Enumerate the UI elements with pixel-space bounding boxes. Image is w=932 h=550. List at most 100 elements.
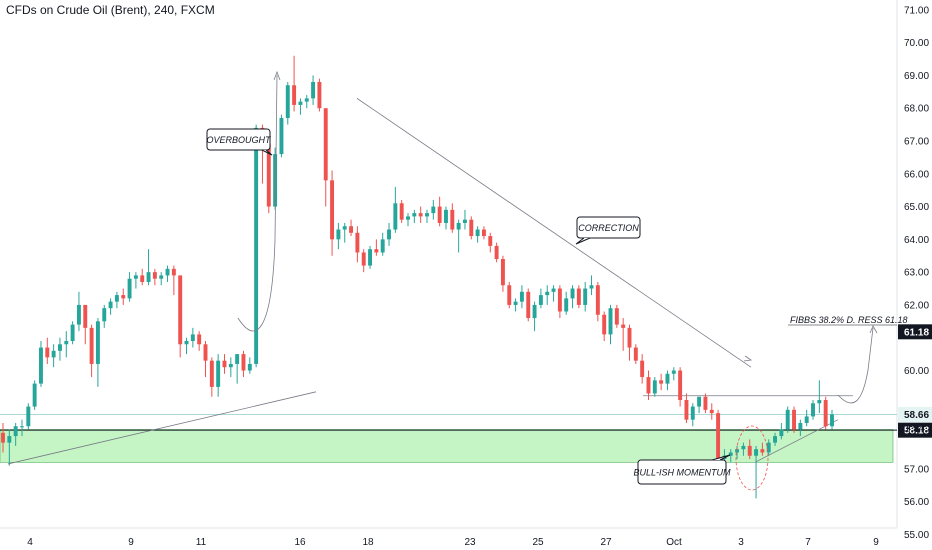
target-arrow [837, 327, 874, 404]
candle-body [564, 298, 569, 312]
candle-body [817, 400, 822, 404]
candle-body [387, 229, 391, 240]
candle-body [39, 347, 43, 384]
x-tick-label: 7 [805, 537, 811, 548]
candle-body [203, 344, 208, 361]
candle-body [431, 206, 436, 214]
candle-body [83, 304, 88, 328]
candle-body [627, 327, 632, 348]
correction-callout-box [576, 216, 641, 239]
correction-arrow [356, 98, 752, 368]
candle-body [494, 245, 499, 260]
candle-body [380, 239, 385, 253]
y-tick-label: 56.00 [904, 497, 929, 508]
candle-body [437, 206, 442, 223]
candle-body [792, 409, 796, 430]
candle-body [614, 308, 619, 325]
candle-body [589, 285, 594, 289]
candle-body [500, 259, 505, 286]
candle-body [583, 288, 588, 305]
candle-body [13, 426, 18, 437]
candle-body [146, 272, 151, 282]
candle-body [222, 360, 227, 368]
candle-body [330, 180, 335, 240]
candle-body [779, 429, 784, 437]
x-tick-label: 27 [600, 537, 612, 548]
candle-body [469, 219, 474, 237]
fibbs-annotation: FIBBS 38.2% D. RESS 61.18 [790, 315, 908, 325]
candle-body [747, 445, 752, 456]
candle-body [266, 144, 271, 207]
candle-body [95, 321, 100, 364]
y-tick-label: 57.00 [904, 464, 929, 475]
y-tick-label: 62.00 [904, 300, 929, 311]
candle-body [608, 308, 613, 335]
candle-body [355, 232, 360, 253]
candle-body [557, 288, 562, 312]
candle-body [235, 354, 240, 364]
y-tick-label: 67.00 [904, 136, 929, 147]
candle-body [304, 98, 309, 102]
candle-body [368, 249, 372, 266]
candle-body [602, 314, 607, 335]
candle-body [20, 426, 24, 428]
candle-body [678, 370, 683, 401]
candle-body [121, 295, 126, 299]
x-tick-label: 16 [294, 537, 306, 548]
candle-body [70, 324, 75, 341]
price-label-bg [898, 406, 932, 422]
candle-body [823, 400, 828, 427]
y-tick-label: 70.00 [904, 38, 929, 49]
candle-body [735, 449, 740, 453]
overbought-callout-box [206, 128, 271, 151]
candle-body [488, 236, 493, 246]
y-tick-label: 63.00 [904, 268, 929, 279]
candle-body [159, 275, 164, 279]
y-tick-label: 65.00 [904, 202, 929, 213]
candle-body [811, 403, 815, 417]
candle-body [507, 285, 512, 305]
candle-body [102, 308, 107, 322]
overbought-arrow-head [273, 70, 281, 81]
candle-body [640, 360, 645, 378]
price-label-bg [898, 324, 932, 340]
candle-body [216, 360, 221, 387]
candle-body [361, 252, 366, 266]
candle-body [228, 363, 233, 368]
candle-body [760, 449, 765, 453]
x-tick-label: 3 [738, 537, 744, 548]
candle-body [830, 414, 834, 427]
candle-body [76, 304, 81, 325]
candle-body [342, 226, 347, 230]
target-arrow-head [869, 325, 878, 334]
momentum-callout-box [637, 459, 727, 485]
candle-body [108, 301, 113, 309]
chart-title: CFDs on Crude Oil (Brent), 240, FXCM [6, 3, 215, 17]
y-tick-label: 64.00 [904, 235, 929, 246]
candle-body [633, 347, 638, 361]
candle-body [317, 81, 322, 109]
candle-body [89, 327, 94, 364]
candle-body [684, 400, 689, 420]
candle-body [570, 288, 575, 299]
candle-body [247, 363, 252, 371]
candle-body [728, 452, 733, 456]
candle-body [621, 324, 626, 328]
correction-callout-label: CORRECTION [578, 223, 639, 233]
candle-body [178, 275, 183, 345]
candle-body [57, 344, 62, 351]
x-tick-label: 23 [464, 537, 476, 548]
price-label: 58.18 [904, 426, 929, 437]
candle-body [716, 413, 721, 460]
candle-body [671, 370, 676, 374]
momentum-callout-label: BULL-ISH MOMENTUM [633, 468, 731, 478]
candle-body [785, 409, 790, 430]
candle-body [285, 85, 290, 119]
correction-arrow-head [743, 355, 753, 362]
overbought-arrow [237, 74, 278, 332]
candle-body [773, 436, 778, 443]
x-tick-label: 4 [27, 537, 33, 548]
candle-body [576, 288, 581, 305]
candle-body [336, 229, 341, 240]
